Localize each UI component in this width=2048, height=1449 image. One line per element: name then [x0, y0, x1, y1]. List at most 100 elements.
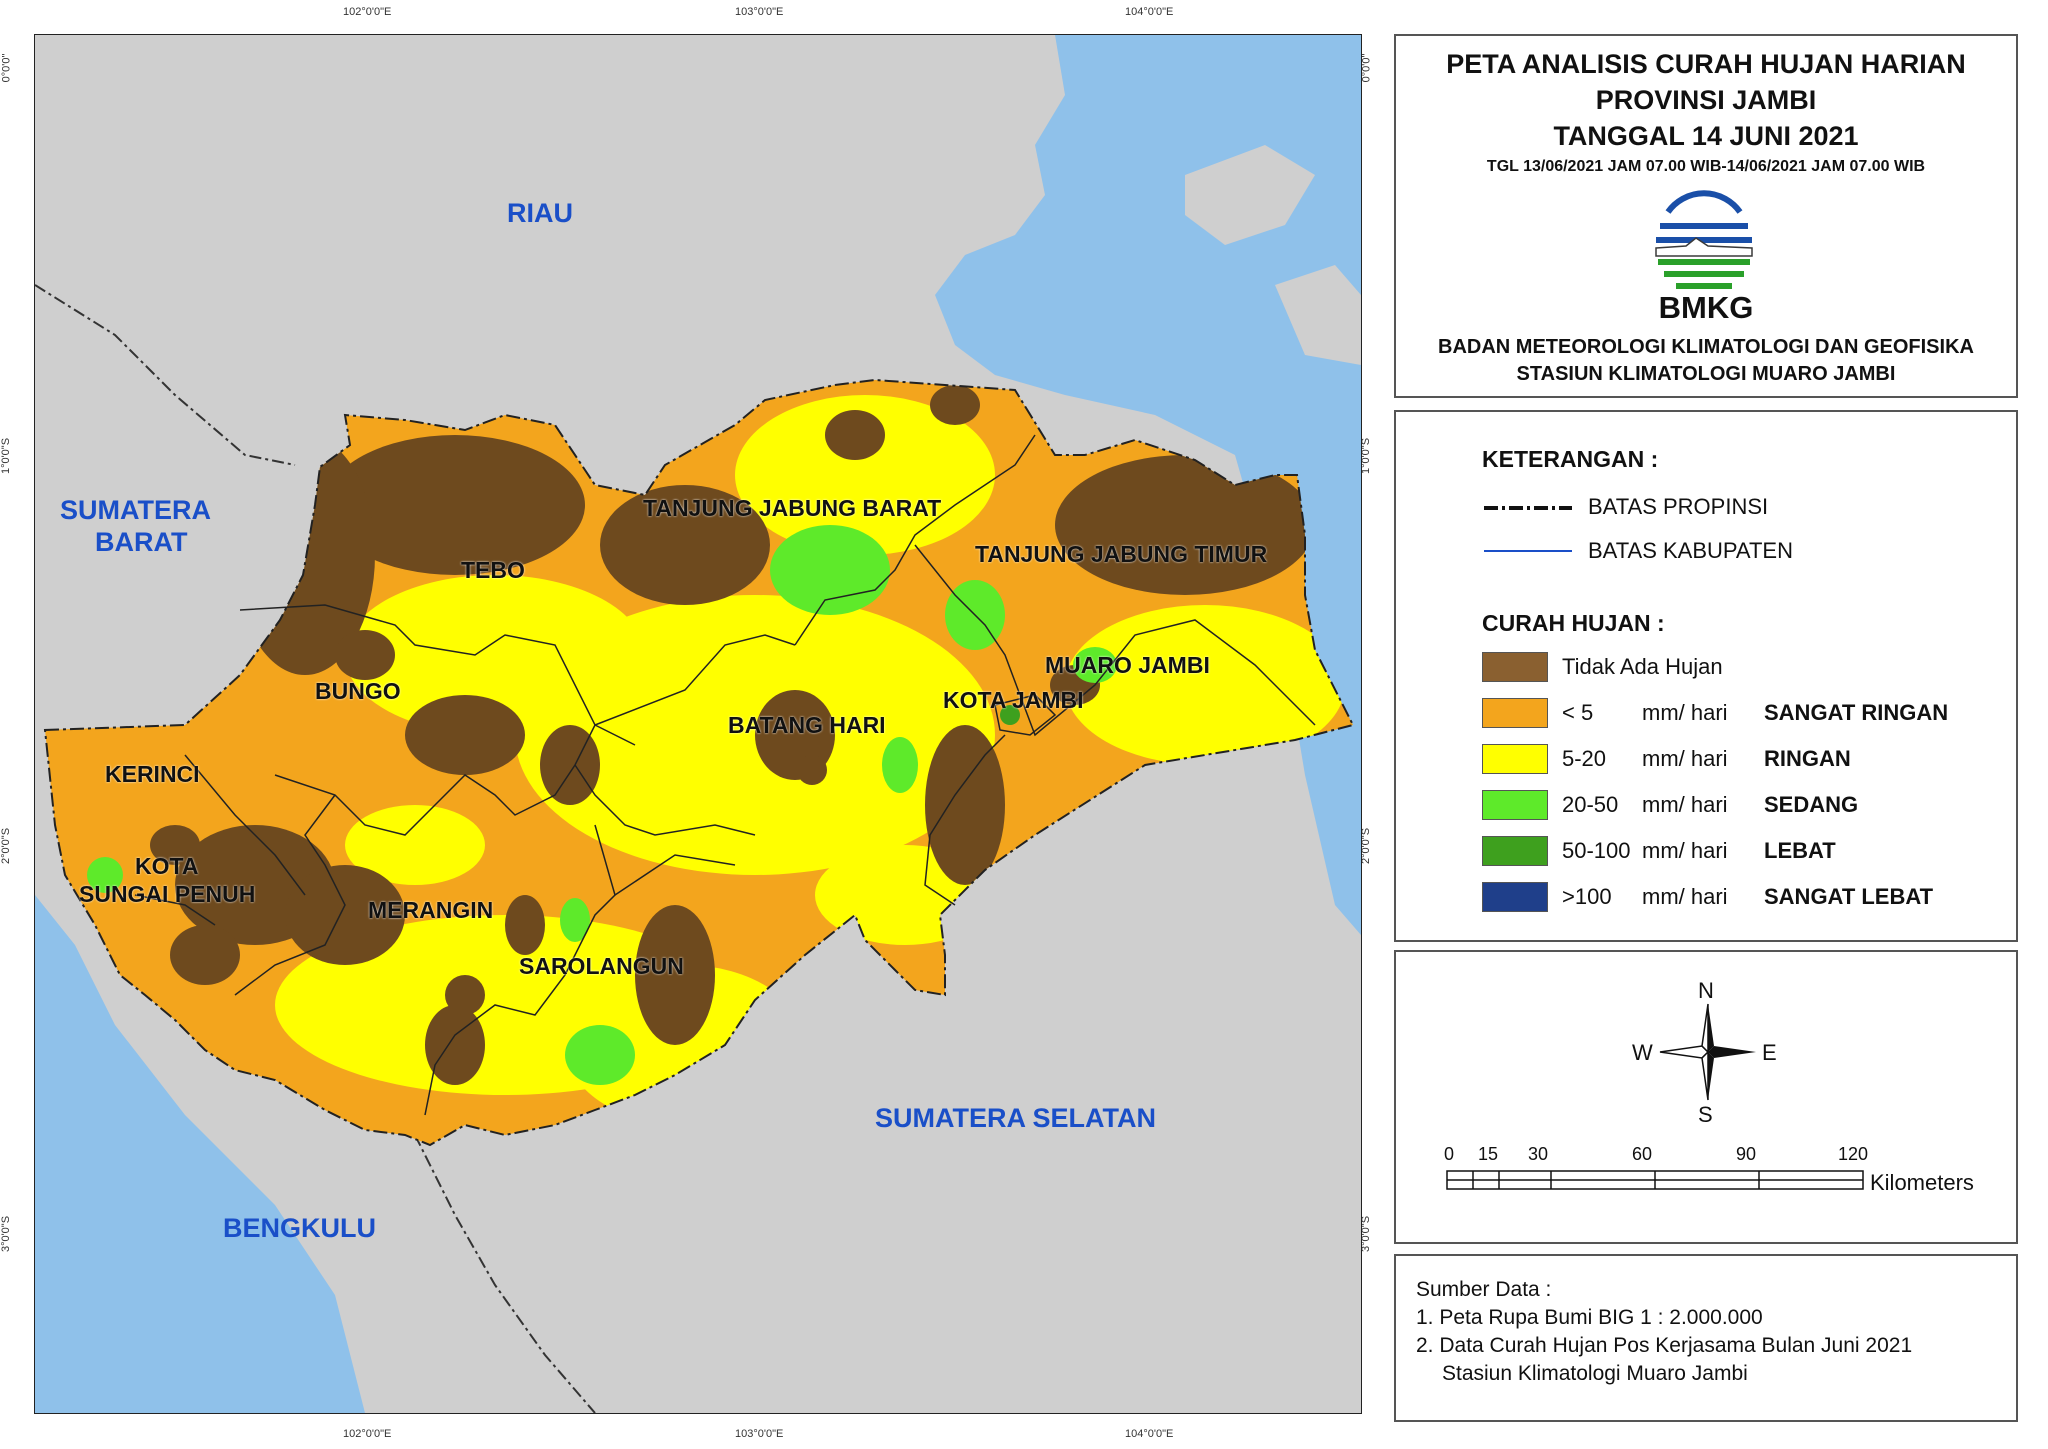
- rain-none-tjb-ne: [930, 385, 980, 425]
- rain-none-sungai-penuh: [170, 925, 240, 985]
- scale-tick-60: 60: [1632, 1144, 1653, 1164]
- scale-tick-30: 30: [1528, 1144, 1549, 1164]
- kabupaten-boundaries: [134, 434, 1316, 1116]
- batas-propinsi-symbol: [1484, 506, 1572, 510]
- label-sarolangun: SAROLANGUN: [519, 953, 684, 979]
- legend-range-1: < 5: [1562, 700, 1594, 725]
- label-sungai-penuh-2: SUNGAI PENUH: [79, 881, 256, 907]
- coord-left-0: 0°0'0": [0, 53, 13, 83]
- coord-left-3: 3°0'0"S: [0, 1215, 13, 1253]
- compass-n: N: [1698, 978, 1714, 1003]
- rain-ringan-bungo: [345, 805, 485, 885]
- legend-header: KETERANGAN :: [1482, 446, 1659, 472]
- label-kerinci: KERINCI: [105, 761, 200, 787]
- compass-w: W: [1632, 1040, 1653, 1065]
- legend-category-2: RINGAN: [1764, 746, 1851, 771]
- label-bengkulu: BENGKULU: [223, 1213, 376, 1243]
- compass-e: E: [1762, 1040, 1777, 1065]
- swatch-ringan: [1482, 744, 1548, 774]
- label-tanjabbar: TANJUNG JABUNG BARAT: [643, 495, 942, 521]
- rain-none-tjt: [1055, 455, 1315, 595]
- rain-none-bungo-3: [335, 630, 395, 680]
- source-line-3: Stasiun Klimatologi Muaro Jambi: [1442, 1362, 1748, 1385]
- legend-unit-4: mm/ hari: [1642, 838, 1728, 863]
- label-bungo: BUNGO: [315, 678, 401, 704]
- label-riau: RIAU: [507, 198, 573, 228]
- legend-range-5: >100: [1562, 884, 1612, 909]
- rain-sedang-sungai-penuh: [87, 857, 123, 893]
- rain-none-tjb-north: [825, 410, 885, 460]
- map-period: TGL 13/06/2021 JAM 07.00 WIB-14/06/2021 …: [1486, 158, 1926, 175]
- jambi-province-outline: [43, 378, 1355, 1147]
- compass-rose-icon: [1659, 1003, 1756, 1101]
- curah-hujan-header: CURAH HUJAN :: [1482, 610, 1665, 636]
- source-line-1: 1. Peta Rupa Bumi BIG 1 : 2.000.000: [1416, 1306, 1763, 1329]
- label-kota-jambi: KOTA JAMBI: [943, 687, 1084, 713]
- title-panel: PETA ANALISIS CURAH HUJAN HARIAN PROVINS…: [1394, 34, 2018, 398]
- compass-scale-panel: N S W E 0 15 30 60 90 120 Kilometers: [1394, 950, 2018, 1244]
- compass-s: S: [1698, 1102, 1713, 1127]
- coord-top-103: 103°0'0"E: [735, 6, 784, 18]
- label-sungai-penuh-1: KOTA: [135, 853, 199, 879]
- legend-category-5: SANGAT LEBAT: [1764, 884, 1934, 909]
- legend-category-3: SEDANG: [1764, 792, 1859, 817]
- island-2: [1275, 265, 1361, 365]
- label-sumbar-2: BARAT: [95, 527, 188, 557]
- legend-category-4: LEBAT: [1764, 838, 1836, 863]
- legend-unit-5: mm/ hari: [1642, 884, 1728, 909]
- scale-tick-90: 90: [1736, 1144, 1757, 1164]
- coord-right-0: 0°0'0": [1360, 53, 1373, 83]
- rain-sedang-sarolangun: [565, 1025, 635, 1085]
- bmkg-logo: [1646, 186, 1766, 298]
- legend-unit-2: mm/ hari: [1642, 746, 1728, 771]
- scale-bar: [1446, 1170, 1864, 1190]
- coord-top-104: 104°0'0"E: [1125, 6, 1174, 18]
- legend-batas-kabupaten: BATAS KABUPATEN: [1588, 538, 1793, 563]
- swatch-sangat-ringan: [1482, 698, 1548, 728]
- legend-category-1: SANGAT RINGAN: [1764, 700, 1949, 725]
- coord-bottom-104: 104°0'0"E: [1125, 1428, 1174, 1440]
- rain-ringan-east: [1065, 605, 1345, 765]
- legend-unit-3: mm/ hari: [1642, 792, 1728, 817]
- island-3: [915, 95, 1035, 195]
- label-muaro-jambi: MUARO JAMBI: [1045, 652, 1210, 678]
- swatch-sedang: [1482, 790, 1548, 820]
- provinsi-boundary-south: [414, 1134, 596, 1413]
- rain-lebat-kota: [1000, 705, 1020, 725]
- sea-west: [35, 895, 365, 1413]
- coord-left-1: 1°0'0"S: [0, 437, 13, 475]
- rain-none-kerinci-2: [150, 825, 200, 865]
- provinsi-boundary-north: [35, 284, 296, 466]
- legend-range-4: 50-100: [1562, 838, 1631, 863]
- rain-ringan-tjb: [735, 395, 995, 555]
- legend-range-0: Tidak Ada Hujan: [1562, 654, 1723, 679]
- station-name: STASIUN KLIMATOLOGI MUARO JAMBI: [1516, 363, 1896, 385]
- source-header: Sumber Data :: [1416, 1278, 1552, 1301]
- rain-none-merangin-south: [425, 1005, 485, 1085]
- map-title-line-3: TANGGAL 14 JUNI 2021: [1553, 121, 1859, 151]
- map-canvas: [35, 35, 1361, 1413]
- scale-tick-0: 0: [1444, 1144, 1455, 1164]
- label-merangin: MERANGIN: [368, 897, 494, 923]
- rain-none-south-kota: [925, 725, 1005, 885]
- map-title-line-1: PETA ANALISIS CURAH HUJAN HARIAN: [1446, 49, 1966, 79]
- batas-kabupaten-symbol: [1484, 550, 1572, 552]
- scale-tick-120: 120: [1838, 1144, 1869, 1164]
- rain-sedang-merangin: [560, 898, 590, 942]
- coord-left-2: 2°0'0"S: [0, 827, 13, 865]
- bmkg-logo-text: BMKG: [1658, 290, 1754, 325]
- rain-none-merangin-3: [445, 975, 485, 1015]
- label-tebo: TEBO: [461, 557, 525, 583]
- rain-none-merangin-2: [505, 895, 545, 955]
- legend-range-2: 5-20: [1562, 746, 1607, 771]
- label-sumsel: SUMATERA SELATAN: [875, 1103, 1156, 1133]
- rain-none-bungo-east: [540, 725, 600, 805]
- scale-tick-15: 15: [1478, 1144, 1499, 1164]
- scale-unit: Kilometers: [1870, 1170, 1974, 1195]
- rain-sedang-tjb: [770, 525, 890, 615]
- legend-panel: KETERANGAN : BATAS PROPINSI BATAS KABUPA…: [1394, 410, 2018, 942]
- agency-name: BADAN METEOROLOGI KLIMATOLOGI DAN GEOFIS…: [1438, 336, 1974, 358]
- swatch-sangat-lebat: [1482, 882, 1548, 912]
- rain-none-bungo: [405, 695, 525, 775]
- rainfall-map[interactable]: RIAU SUMATERA BARAT SUMATERA SELATAN BEN…: [34, 34, 1362, 1414]
